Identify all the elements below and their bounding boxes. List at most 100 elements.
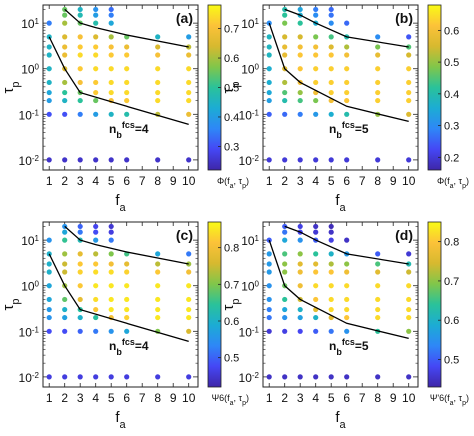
x-tick-label: 2 [61,174,68,188]
data-point [328,79,334,86]
x-tick-label: 3 [297,174,304,188]
x-tick-label: 4 [92,174,99,188]
data-point [266,261,272,267]
data-point [186,52,192,58]
data-point [297,157,303,163]
data-point [46,52,52,58]
colorbar-tick-label: 0.3 [444,121,459,133]
data-point [77,374,83,380]
x-axis-label: fa [335,409,346,431]
data-point [62,237,68,243]
data-point [375,66,381,72]
data-point [77,52,83,58]
data-point [297,328,303,334]
data-point [186,251,192,257]
phase-boundary-lower [268,239,409,340]
data-point [406,157,412,163]
x-tick-label: 7 [359,174,366,188]
data-point [344,66,350,72]
x-tick-label: 6 [343,174,350,188]
data-point [328,229,334,235]
data-point [313,111,319,117]
data-point [313,34,319,40]
nb-annotation: nbfcs=4 [109,337,149,357]
data-point [62,12,68,18]
y-tick-label: 100 [241,279,259,294]
data-point [282,269,288,275]
data-point [266,111,272,117]
data-point [62,314,68,321]
x-tick-label: 8 [374,174,381,188]
data-point [77,6,83,13]
data-point [93,269,99,275]
data-point [297,6,303,13]
data-point [186,374,192,380]
data-point [282,89,288,96]
phase-boundary-upper [64,225,189,265]
phase-boundary-lower [48,36,189,126]
data-point [282,314,288,321]
data-point [344,306,350,313]
data-point [186,97,192,104]
data-point [77,79,83,86]
data-point [77,269,83,275]
data-point [62,374,68,380]
data-point [46,66,52,72]
data-point [46,374,52,380]
colorbar-label: Ψ'6(fa, τp) [430,393,469,407]
x-tick-label: 3 [77,391,84,405]
data-point [328,223,334,230]
x-tick-label: 7 [139,174,146,188]
data-point [124,66,130,72]
data-point [375,283,381,289]
data-point [297,251,303,257]
data-point [328,12,334,18]
data-point [108,20,114,26]
data-point [93,251,99,257]
data-point [328,20,334,26]
data-point [62,34,68,40]
data-point [344,89,350,96]
data-point [93,229,99,235]
data-point [313,157,319,163]
data-point [297,89,303,96]
data-point [328,261,334,267]
data-point [186,328,192,334]
y-tick-label: 10-1 [239,325,260,340]
data-point [266,157,272,163]
data-point [46,111,52,117]
panel-letter: (d) [395,227,413,243]
data-point [186,314,192,321]
data-point [46,20,52,26]
colorbar [427,221,442,388]
data-point [93,261,99,267]
data-point [313,251,319,257]
data-point [313,296,319,303]
x-tick-label: 2 [61,391,68,405]
data-point [313,52,319,58]
y-tick-label: 100 [21,279,39,294]
data-point [108,261,114,267]
data-point [124,97,130,104]
x-tick-label: 8 [154,174,161,188]
y-axis-label: τp [220,81,242,93]
data-point [77,283,83,289]
data-point [313,328,319,334]
colorbar-tick-label: 0.5 [224,83,239,95]
data-point [186,34,192,40]
data-point [186,89,192,96]
data-point [282,97,288,104]
data-point [266,283,272,289]
data-point [313,97,319,104]
data-point [406,283,412,289]
data-point [77,251,83,257]
data-point [313,6,319,13]
data-point [93,89,99,96]
data-point [155,157,161,163]
data-point [93,283,99,289]
x-tick-label: 10 [182,174,196,188]
colorbar-tick-label: 0.8 [444,237,459,249]
phase-boundary-upper [284,225,409,265]
data-point [155,314,161,321]
data-point [406,34,412,40]
